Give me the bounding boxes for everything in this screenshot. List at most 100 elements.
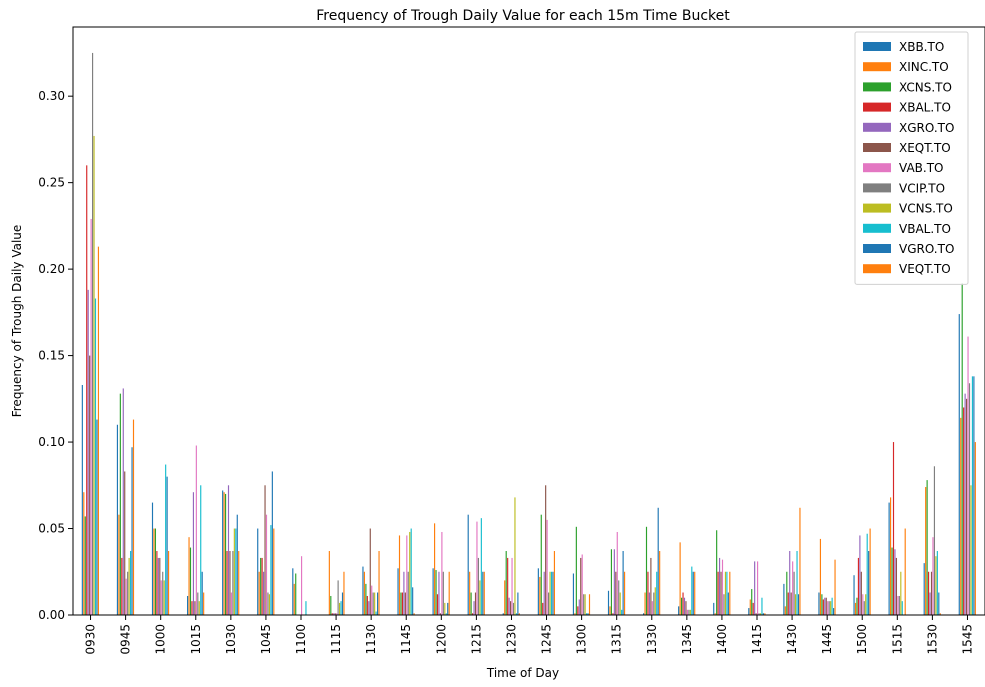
bar	[939, 613, 941, 615]
bar	[659, 551, 661, 615]
bar	[238, 551, 240, 615]
bar	[898, 595, 900, 615]
bar	[543, 571, 545, 615]
bar	[502, 613, 504, 615]
legend-label: XGRO.TO	[899, 121, 954, 135]
x-axis: 0930 0945 1000 1015 1030 1045 1100 1115 1130 1145…	[84, 615, 974, 655]
bar	[888, 502, 890, 615]
bar	[467, 514, 469, 615]
bar	[366, 595, 368, 615]
bar	[821, 594, 823, 615]
legend-swatch	[863, 264, 891, 274]
bar	[856, 597, 858, 615]
bar	[97, 246, 100, 615]
legend-label: VBAL.TO	[899, 222, 951, 236]
y-tick-label: 0.05	[38, 522, 65, 536]
bar	[508, 597, 510, 615]
bar	[438, 571, 440, 615]
bar	[622, 551, 624, 615]
bar	[691, 566, 693, 615]
bar	[124, 471, 126, 615]
bar	[87, 289, 89, 615]
bar	[681, 597, 683, 615]
bar	[863, 601, 865, 615]
bar	[505, 551, 507, 615]
bar	[612, 613, 614, 615]
bar	[198, 601, 200, 615]
bar	[694, 571, 696, 615]
legend-swatch	[863, 223, 891, 233]
bar	[301, 556, 303, 615]
plot-frame	[72, 26, 985, 616]
bar	[897, 595, 899, 615]
y-axis: 0.00 0.05 0.10 0.15 0.20 0.25 0.30	[38, 89, 73, 622]
bar	[504, 580, 506, 615]
bar	[577, 606, 579, 615]
bar	[337, 580, 339, 615]
bar	[827, 601, 829, 615]
bar	[121, 557, 123, 615]
bar	[189, 547, 192, 615]
bar	[831, 597, 833, 615]
bar	[587, 613, 589, 615]
bar	[550, 571, 553, 615]
bar	[572, 573, 575, 615]
bar	[925, 487, 927, 615]
x-tick-label: 1445	[820, 624, 834, 655]
legend-swatch	[863, 244, 891, 253]
bar	[786, 571, 788, 615]
x-tick-label: 1045	[259, 624, 273, 655]
x-tick-label: 1145	[399, 624, 413, 655]
bar	[223, 492, 225, 615]
bar	[271, 471, 273, 615]
bar	[799, 507, 801, 615]
bar	[406, 535, 408, 615]
bar	[191, 601, 193, 615]
bar	[586, 613, 588, 615]
bar	[578, 599, 580, 615]
bar	[583, 594, 585, 615]
bar	[793, 571, 795, 615]
bar	[971, 376, 974, 615]
bar	[974, 442, 976, 615]
x-tick-label: 1015	[189, 624, 203, 655]
bar	[648, 592, 651, 615]
bar	[869, 528, 871, 615]
bar	[973, 376, 975, 615]
bar	[682, 592, 684, 615]
chart-title: Frequency of Trough Daily Value for each…	[316, 8, 730, 24]
bar	[678, 606, 680, 615]
bar	[154, 528, 157, 615]
bar	[900, 571, 902, 615]
bar	[724, 571, 727, 615]
bar	[293, 583, 295, 615]
bar	[295, 573, 297, 615]
bar	[330, 595, 332, 615]
x-tick-label: 1300	[575, 624, 589, 655]
bar	[483, 571, 485, 615]
bar	[341, 592, 344, 615]
bar	[270, 525, 272, 615]
bar	[758, 613, 760, 615]
legend-swatch	[863, 203, 891, 213]
bar	[163, 580, 165, 615]
bar	[401, 592, 404, 615]
bar	[958, 314, 960, 615]
bar	[542, 602, 544, 615]
bar	[439, 613, 442, 615]
bar	[363, 571, 366, 615]
x-tick-label: 1130	[364, 624, 378, 655]
bar	[930, 571, 933, 615]
bar	[236, 514, 238, 615]
bar	[792, 561, 794, 615]
x-tick-label: 1515	[890, 624, 904, 655]
bar	[818, 592, 820, 615]
bar	[865, 594, 867, 615]
bar	[968, 383, 971, 615]
bar	[410, 528, 412, 615]
bar	[653, 592, 655, 615]
bar	[548, 592, 550, 615]
bar	[331, 613, 333, 615]
bar	[716, 530, 718, 615]
bar	[131, 447, 133, 615]
